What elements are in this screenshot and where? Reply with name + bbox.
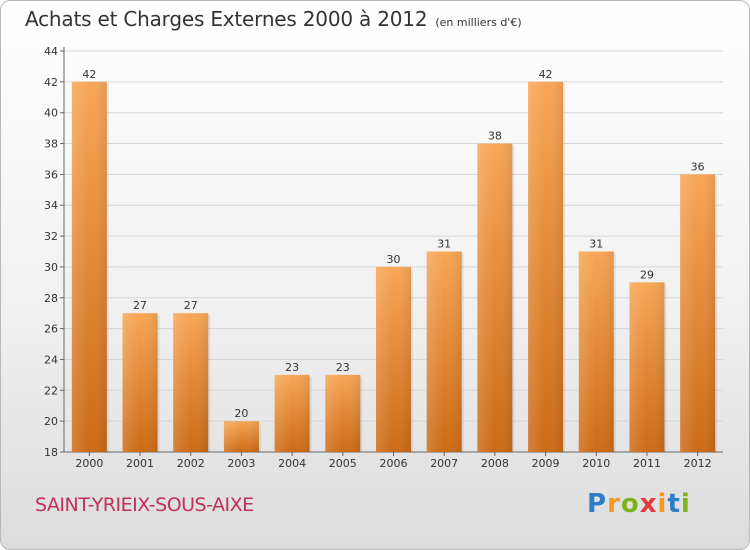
y-tick-label: 20 [44, 415, 58, 428]
y-tick-label: 22 [44, 384, 58, 397]
bar-value-label: 38 [488, 130, 502, 143]
bar-value-label: 42 [82, 68, 96, 81]
bar-value-label: 31 [437, 238, 451, 251]
bar-highlight [680, 174, 716, 452]
y-tick-label: 38 [44, 138, 58, 151]
logo-letter: P [587, 489, 608, 519]
bar-value-label: 29 [640, 268, 654, 281]
y-tick-label: 26 [44, 323, 58, 336]
y-tick-label: 36 [44, 168, 58, 181]
x-tick-label: 2009 [532, 457, 560, 470]
y-tick-label: 34 [44, 199, 58, 212]
x-tick-label: 2001 [126, 457, 154, 470]
bar-value-label: 27 [133, 299, 147, 312]
bar-highlight [426, 251, 462, 452]
bar-highlight [376, 266, 411, 452]
bar-value-label: 23 [336, 361, 350, 374]
x-tick-label: 2000 [75, 457, 103, 470]
logo-letter: i [680, 489, 691, 519]
bar-highlight [477, 143, 513, 453]
x-tick-label: 2002 [177, 457, 205, 470]
x-tick-label: 2010 [582, 457, 610, 470]
bar-highlight [122, 313, 158, 452]
logo-letter: i [657, 489, 668, 519]
y-tick-label: 32 [44, 230, 58, 243]
logo-letter: t [667, 489, 681, 519]
y-tick-label: 28 [44, 292, 58, 305]
bar-highlight [173, 313, 209, 452]
proxiti-logo: Proxiti [587, 489, 691, 519]
chart-title: Achats et Charges Externes 2000 à 2012 (e… [25, 7, 522, 31]
bar-value-label: 27 [184, 299, 198, 312]
logo-letter: r [607, 489, 621, 519]
commune-name: SAINT-YRIEIX-SOUS-AIXE [35, 494, 254, 516]
bar-highlight [325, 374, 361, 452]
logo-letter: o [620, 489, 640, 519]
x-tick-label: 2004 [278, 457, 306, 470]
x-tick-label: 2012 [684, 457, 712, 470]
bar-value-label: 31 [589, 238, 603, 251]
bar-highlight [578, 251, 614, 452]
x-tick-label: 2007 [430, 457, 458, 470]
bar-highlight [274, 374, 310, 452]
bar-highlight [223, 421, 259, 452]
bar-highlight [71, 81, 107, 452]
y-tick-label: 30 [44, 261, 58, 274]
bar-value-label: 36 [691, 160, 705, 173]
chart-title-text: Achats et Charges Externes 2000 à 2012 [25, 7, 428, 31]
bar-value-label: 30 [387, 253, 401, 266]
chart-unit: (en milliers d'€) [435, 16, 522, 29]
y-tick-label: 44 [44, 45, 58, 58]
bar-highlight [629, 282, 665, 452]
x-tick-label: 2008 [481, 457, 509, 470]
x-tick-label: 2011 [633, 457, 661, 470]
x-tick-label: 2003 [227, 457, 255, 470]
y-tick-label: 24 [44, 353, 58, 366]
bar-value-label: 23 [285, 361, 299, 374]
y-tick-label: 42 [44, 76, 58, 89]
logo-letter: x [639, 489, 658, 519]
bar-value-label: 20 [234, 407, 248, 420]
bar-value-label: 42 [539, 68, 553, 81]
bar-highlight [528, 81, 564, 452]
y-tick-label: 40 [44, 107, 58, 120]
y-tick-label: 18 [44, 446, 58, 459]
x-tick-label: 2006 [380, 457, 408, 470]
x-tick-label: 2005 [329, 457, 357, 470]
